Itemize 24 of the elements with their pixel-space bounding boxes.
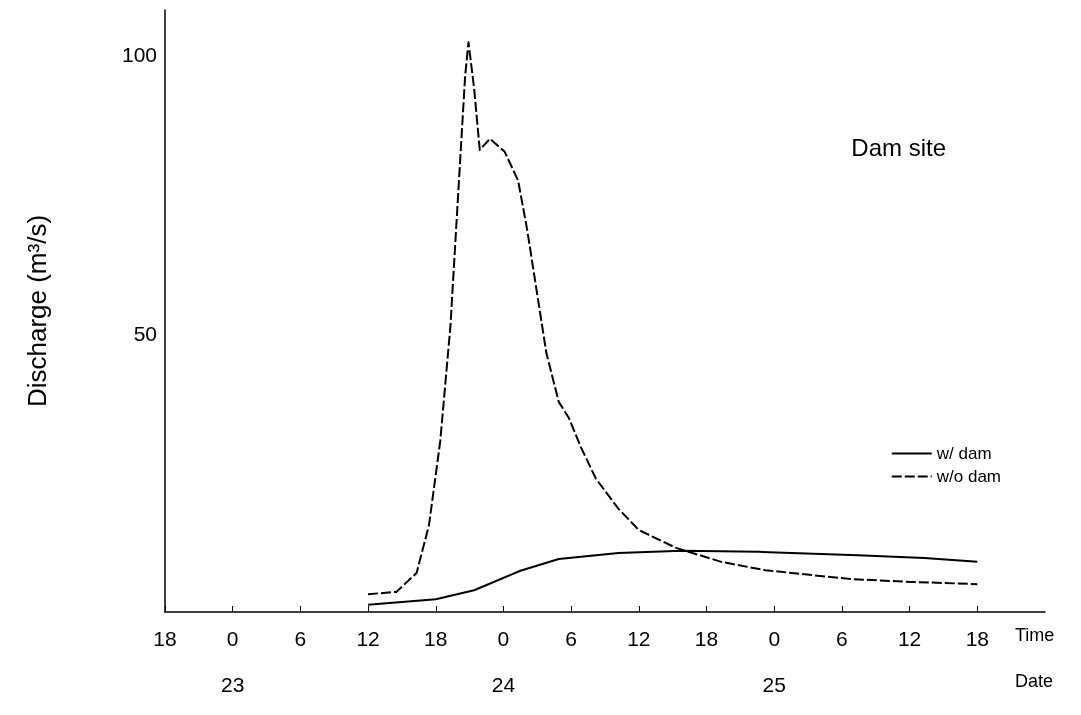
text: Dam site: [851, 133, 946, 161]
x-tick-label: 12: [897, 627, 922, 650]
legend-label: w/o dam: [935, 467, 1001, 486]
x-tick-label: 0: [497, 627, 510, 650]
y-tick-label: 100: [121, 43, 157, 67]
y-axis-title: Discharge (m³/s): [22, 214, 52, 408]
x-tick-label: 18: [153, 627, 177, 650]
x-tick-label: 6: [294, 627, 307, 650]
x2-tick-label: 25: [762, 673, 786, 696]
x-tick-label: 18: [424, 627, 448, 650]
y-tick-label: 50: [133, 321, 157, 345]
x2-axis-title: Date: [1015, 671, 1054, 691]
x-tick-label: 6: [836, 627, 848, 650]
x-axis-title: Time: [1015, 625, 1055, 645]
x-tick-label: 12: [356, 627, 380, 650]
x-tick-label: 18: [694, 627, 719, 650]
x2-tick-label: 24: [491, 673, 516, 696]
x-tick-label: 12: [627, 627, 651, 650]
x2-tick-label: 23: [221, 673, 245, 696]
x-tick-label: 18: [965, 627, 989, 650]
x-tick-label: 6: [565, 627, 577, 650]
x-tick-label: 0: [768, 627, 781, 650]
x-tick-label: 0: [226, 627, 239, 650]
legend-label: w/ dam: [935, 444, 992, 463]
